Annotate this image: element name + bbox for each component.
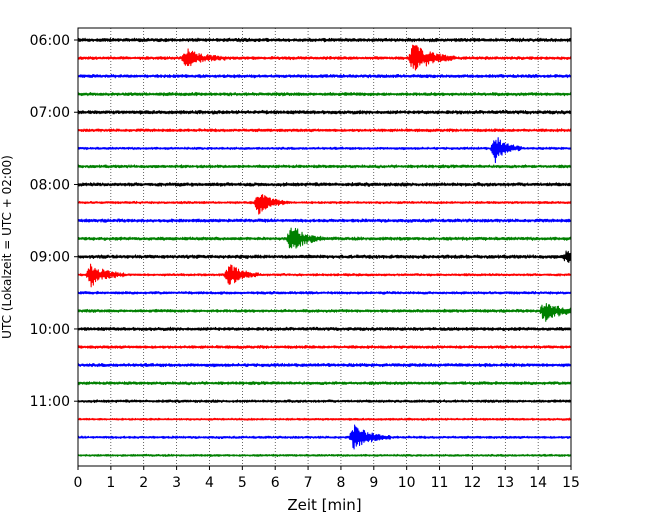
x-tick-label: 4: [205, 475, 214, 491]
trace-1045: [78, 381, 571, 386]
trace-0945: [78, 303, 571, 322]
y-tick-label: 07:00: [30, 105, 70, 121]
y-tick-label: 06:00: [30, 33, 70, 49]
trace-1130: [78, 424, 571, 450]
trace-0700: [78, 109, 571, 115]
trace-0645: [78, 91, 571, 97]
trace-0815: [78, 194, 571, 215]
trace-0745: [78, 164, 571, 169]
plot-background: [78, 28, 571, 466]
y-tick-label: 10:00: [30, 322, 70, 338]
trace-0715: [78, 128, 571, 133]
x-tick-label: 11: [431, 475, 449, 491]
x-tick-label: 13: [496, 475, 514, 491]
trace-1115: [78, 417, 571, 421]
plot-frame: [77, 27, 572, 467]
x-tick-label: 14: [529, 475, 547, 491]
trace-0600: [78, 37, 571, 43]
y-axis-label: UTC (Lokalzeit = UTC + 02:00): [0, 155, 14, 339]
x-tick-label: 5: [238, 475, 247, 491]
x-tick-label: 0: [74, 475, 83, 491]
y-tick-label: 09:00: [30, 250, 70, 266]
trace-0615: [78, 44, 571, 71]
x-tick-label: 15: [562, 475, 580, 491]
y-axis: 06:00 07:00 08:00 09:00 10:00 11:00: [30, 33, 78, 410]
trace-0730: [78, 137, 571, 164]
trace-1030: [78, 362, 571, 368]
x-tick-label: 12: [463, 475, 481, 491]
trace-0830: [78, 218, 571, 223]
trace-0845: [78, 227, 571, 249]
trace-0800: [78, 182, 571, 187]
x-tick-label: 10: [398, 475, 416, 491]
trace-0630: [78, 73, 571, 79]
trace-1000: [78, 326, 571, 332]
trace-0930: [78, 290, 571, 295]
y-tick-label: 11:00: [30, 394, 70, 410]
trace-1015: [78, 344, 571, 350]
x-axis: 0 1 2 3 4 5 6 7 8 9 10 11 12 13 14 15: [74, 466, 580, 491]
trace-0900: [78, 250, 571, 264]
seismogram-traces: [78, 37, 571, 458]
x-axis-label: Zeit [min]: [287, 496, 361, 514]
trace-0915: [78, 263, 571, 288]
y-tick-label: 08:00: [30, 177, 70, 193]
grid-lines: [110, 28, 539, 466]
x-tick-label: 6: [271, 475, 280, 491]
x-tick-label: 3: [172, 475, 181, 491]
x-tick-label: 1: [106, 475, 115, 491]
trace-1100: [78, 399, 571, 404]
trace-1145: [78, 453, 571, 458]
x-tick-label: 8: [336, 475, 345, 491]
x-tick-label: 7: [304, 475, 313, 491]
x-tick-label: 9: [369, 475, 378, 491]
x-tick-label: 2: [139, 475, 148, 491]
